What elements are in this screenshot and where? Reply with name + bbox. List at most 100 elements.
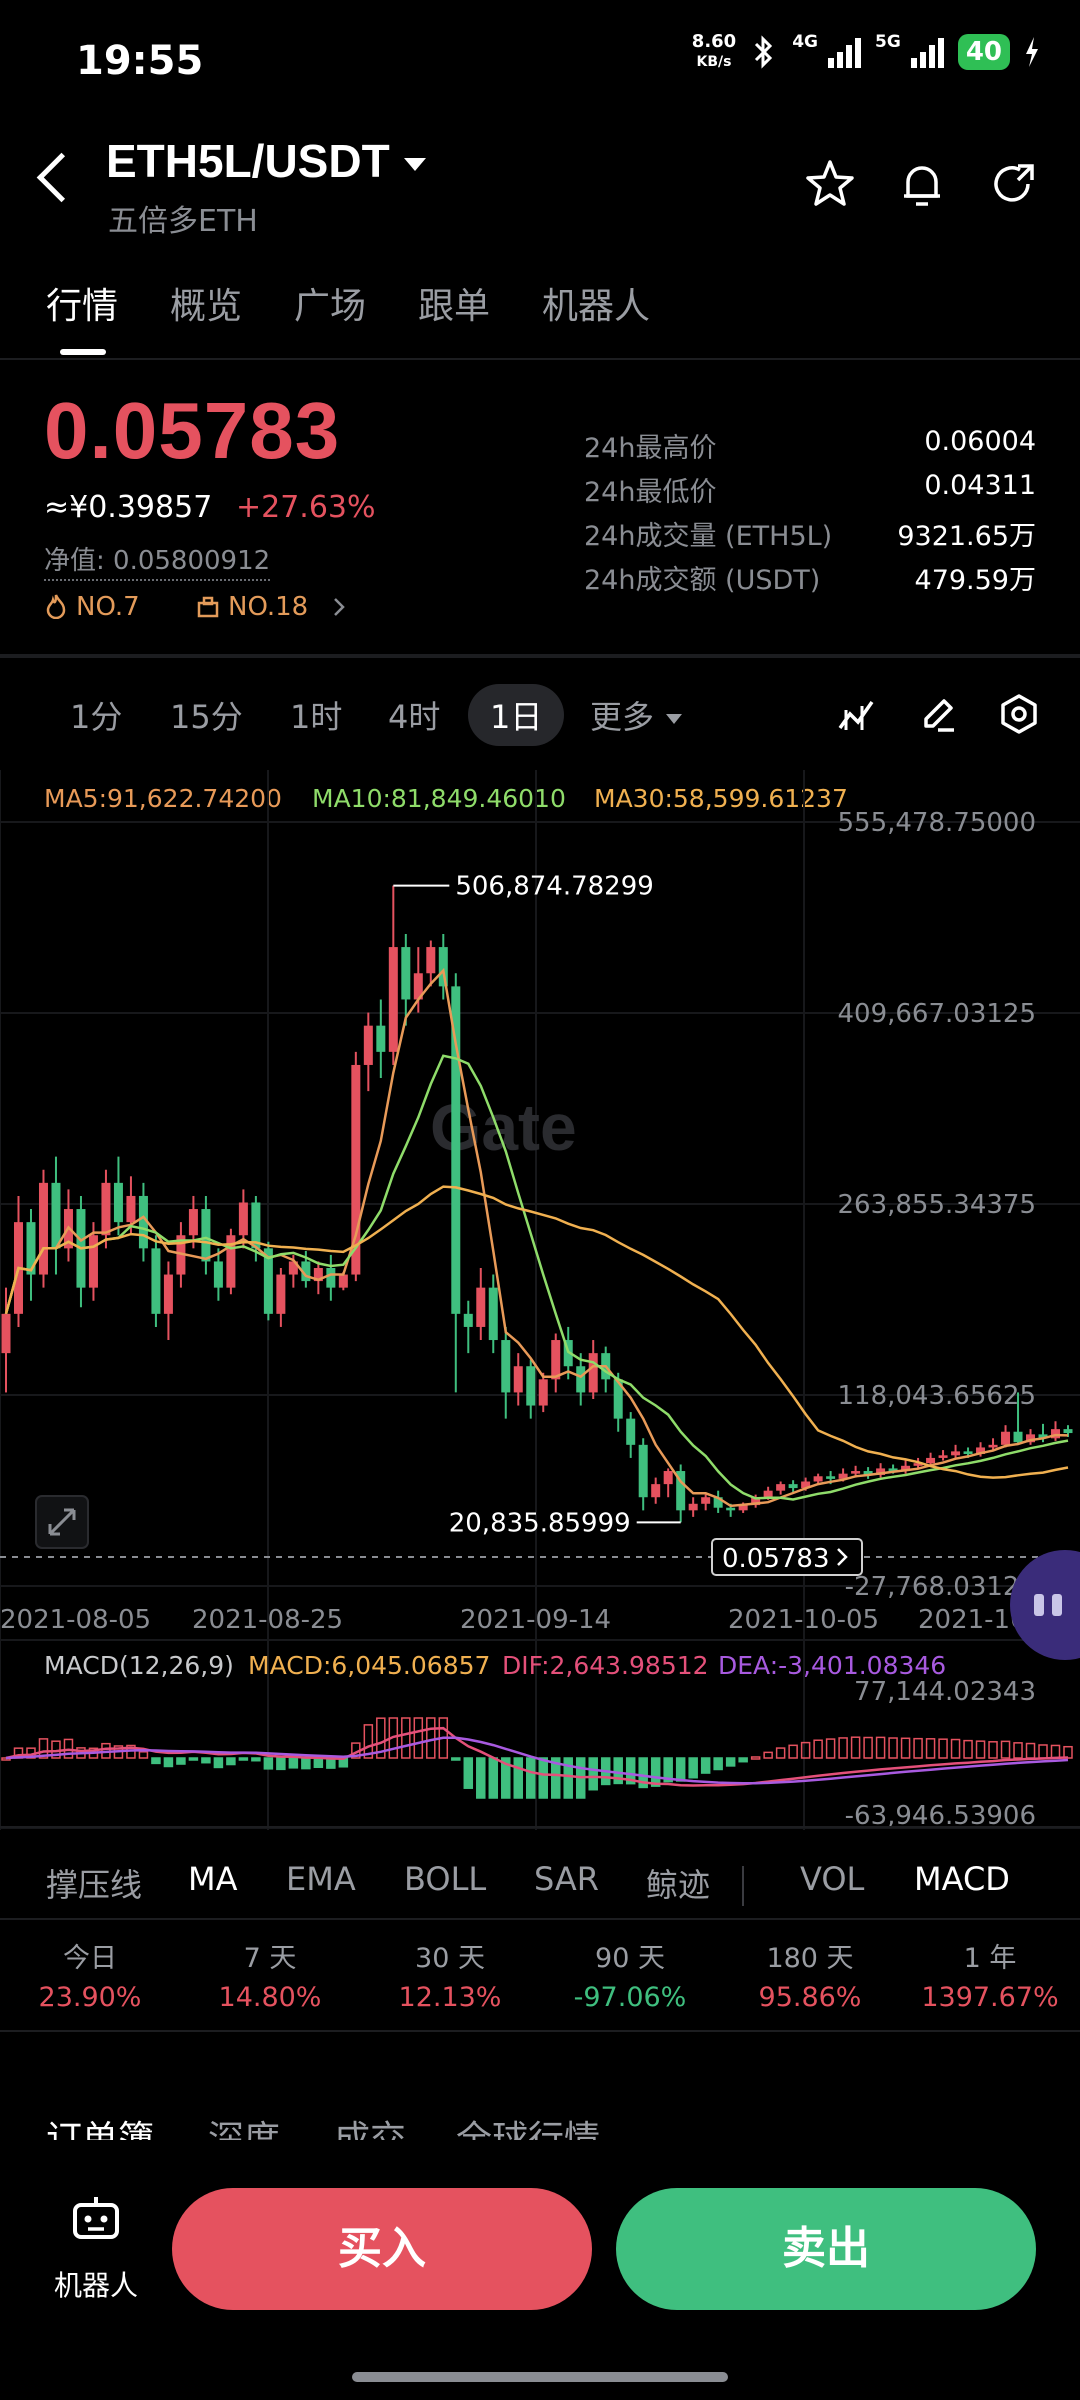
tab-market[interactable]: 行情 [46, 286, 119, 327]
ind-macd[interactable]: MACD [914, 1860, 1010, 1898]
candle-body [726, 1507, 736, 1511]
tab-depth[interactable]: 深度 [208, 2119, 281, 2140]
macd-bar [501, 1757, 511, 1799]
indicator-icon[interactable] [836, 694, 876, 734]
bell-icon[interactable] [892, 154, 952, 214]
macd-bar [251, 1757, 261, 1762]
tab-orderbook[interactable]: 订单簿 [46, 2119, 155, 2140]
perf-value: 23.90% [38, 1982, 142, 2013]
stat-value-low: 0.04311 [924, 470, 1036, 501]
interval-4h[interactable]: 4时 [388, 698, 441, 736]
interval-15m[interactable]: 15分 [170, 698, 243, 736]
perf-value: 1397.67% [921, 1982, 1059, 2013]
star-icon[interactable] [800, 154, 860, 214]
settings-icon[interactable] [998, 692, 1040, 736]
candle-body [463, 1313, 473, 1327]
tab-overview[interactable]: 概览 [170, 286, 243, 327]
macd-value: MACD:6,045.06857 [248, 1651, 490, 1680]
macd-bar [813, 1739, 823, 1759]
macd-bar [188, 1757, 199, 1761]
ind-boll[interactable]: BOLL [404, 1860, 487, 1898]
candle-body [551, 1340, 561, 1380]
perf-value: 95.86% [758, 1982, 862, 2013]
ind-whale[interactable]: 鲸迹 [646, 1866, 711, 1904]
sector-rank[interactable]: NO.18 [196, 592, 348, 622]
pair-selector[interactable]: ETH5L/USDT [106, 134, 426, 188]
divider [0, 358, 1080, 360]
candle-body [801, 1481, 811, 1489]
x-axis-label: 2021-08-25 [192, 1605, 343, 1635]
robot-label[interactable]: 机器人 [54, 2269, 139, 2302]
y-axis-label: 409,667.03125 [838, 999, 1037, 1029]
back-icon[interactable] [36, 152, 87, 203]
draw-icon[interactable] [918, 694, 958, 734]
candle-body [113, 1182, 123, 1223]
macd-bar [1038, 1744, 1048, 1759]
buy-button[interactable]: 买入 [172, 2188, 592, 2310]
ind-sar[interactable]: SAR [534, 1860, 600, 1898]
candle-body [151, 1248, 161, 1314]
perf-label: 7 天 [243, 1943, 297, 1974]
robot-icon[interactable] [70, 2195, 122, 2241]
interval-1m[interactable]: 1分 [70, 698, 123, 736]
tab-global-market[interactable]: 全球行情 [456, 2119, 601, 2140]
macd-bar [788, 1744, 798, 1759]
macd-bar [663, 1757, 673, 1783]
tab-square[interactable]: 广场 [294, 286, 367, 327]
sell-button[interactable]: 卖出 [616, 2188, 1036, 2310]
candle-body [863, 1471, 873, 1475]
candle-body [701, 1497, 711, 1504]
y-axis-label: 263,855.34375 [838, 1190, 1037, 1220]
home-indicator[interactable] [352, 2372, 728, 2382]
macd-bar [263, 1757, 274, 1770]
candle-body [1, 1313, 11, 1354]
net-value[interactable]: 净值: 0.05800912 [44, 540, 271, 581]
signal-2-icon [910, 36, 944, 68]
ma5-line [4, 967, 1069, 1508]
candle-body [163, 1274, 173, 1314]
macd-bar [401, 1717, 411, 1759]
candle-body [1001, 1431, 1011, 1445]
tab-bot[interactable]: 机器人 [542, 286, 651, 327]
stat-value-high: 0.06004 [924, 426, 1036, 457]
tab-trades[interactable]: 成交 [334, 2119, 407, 2140]
candle-body [288, 1261, 298, 1275]
ind-vol[interactable]: VOL [800, 1860, 865, 1898]
tab-copy-trading[interactable]: 跟单 [418, 286, 491, 327]
ind-ma[interactable]: MA [188, 1860, 238, 1898]
candle-body [26, 1222, 36, 1275]
macd-bar [226, 1757, 236, 1766]
interval-more[interactable]: 更多 [590, 692, 683, 738]
stat-label-high: 24h最高价 [584, 433, 717, 464]
kline-chart[interactable]: Gate555,478.75000409,667.03125263,855.34… [0, 770, 1080, 1830]
dea-line [5, 1736, 1069, 1785]
candle-body [851, 1471, 861, 1474]
ind-support-resistance[interactable]: 撑压线 [46, 1866, 143, 1904]
candle-body [751, 1497, 761, 1506]
y-axis-label: -27,768.03125 [845, 1572, 1036, 1602]
share-icon[interactable] [984, 154, 1044, 214]
macd-bar [38, 1738, 49, 1759]
macd-bar [963, 1739, 973, 1759]
macd-bar [775, 1747, 786, 1759]
interval-1d[interactable]: 1日 [468, 684, 565, 746]
hot-rank[interactable]: NO.7 [44, 592, 140, 622]
candle-body [88, 1235, 98, 1288]
interval-1h[interactable]: 1时 [290, 698, 343, 736]
high-price-label: 506,874.78299 [455, 872, 653, 902]
macd-bar [1063, 1745, 1073, 1759]
caret-down-icon [403, 158, 426, 172]
main-tabs: 行情 概览 广场 跟单 机器人 [0, 255, 1080, 355]
macd-bar [288, 1757, 299, 1769]
macd-bar [725, 1757, 736, 1767]
pair-subtitle: 五倍多ETH [108, 204, 258, 239]
macd-bar [163, 1757, 174, 1768]
macd-bar [988, 1741, 998, 1759]
macd-bar [950, 1738, 961, 1759]
candle-body [613, 1379, 623, 1419]
candle-body [688, 1503, 698, 1511]
candle-body [838, 1473, 848, 1479]
macd-bar [151, 1757, 161, 1765]
bottom-action-bar: 机器人 买入 卖出 [0, 2140, 1080, 2400]
ind-ema[interactable]: EMA [286, 1860, 356, 1898]
